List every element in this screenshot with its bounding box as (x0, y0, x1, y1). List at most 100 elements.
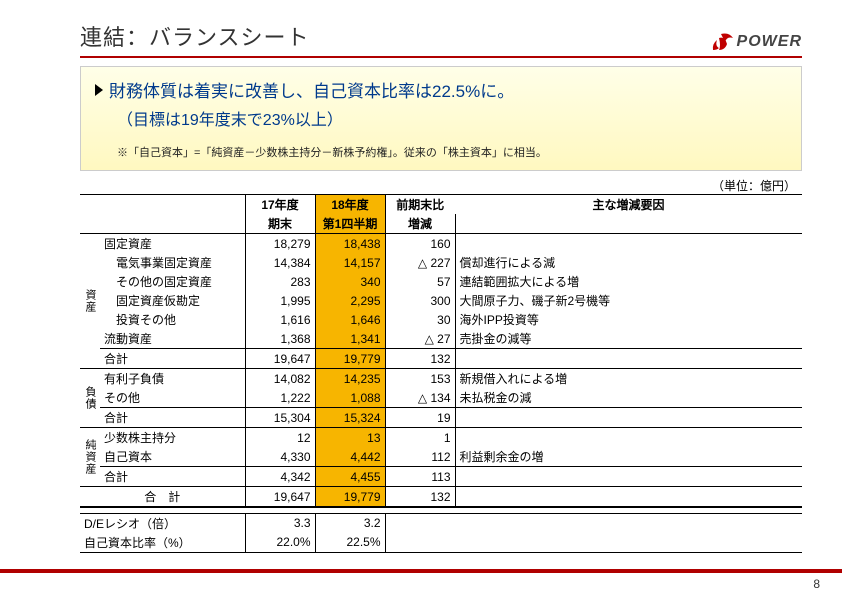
table-row: その他1,2221,088△ 134未払税金の減 (80, 388, 802, 408)
callout-box: 財務体質は着実に改善し、自己資本比率は22.5%に。 （目標は19年度末で23%… (80, 66, 802, 171)
col-note-head: 主な増減要因 (455, 195, 802, 215)
value-prev: 14,384 (245, 253, 315, 272)
value-diff: 57 (385, 272, 455, 291)
table-row: 合計15,30415,32419 (80, 408, 802, 428)
ratio-row: 自己資本比率（%）22.0%22.5% (80, 533, 802, 553)
value-diff: 112 (385, 447, 455, 467)
row-label: 電気事業固定資産 (100, 253, 245, 272)
col-diff-sub: 増減 (385, 214, 455, 234)
value-diff: 30 (385, 310, 455, 329)
col-sub2: 第1四半期 (315, 214, 385, 234)
table-row: 電気事業固定資産14,38414,157△ 227償却進行による減 (80, 253, 802, 272)
value-current: 1,646 (315, 310, 385, 329)
value-current: 1,341 (315, 329, 385, 349)
footer-rule (0, 569, 842, 573)
value-current: 19,779 (315, 349, 385, 369)
value-diff: 132 (385, 349, 455, 369)
callout-line1: 財務体質は着実に改善し、自己資本比率は22.5%に。 (109, 82, 514, 101)
row-label: 自己資本比率（%） (80, 533, 245, 553)
row-note (455, 234, 802, 254)
value-diff: 160 (385, 234, 455, 254)
table-row: 固定資産仮勘定1,9952,295300大間原子力、磯子新2号機等 (80, 291, 802, 310)
table-row: 純資産少数株主持分12131 (80, 428, 802, 448)
page-title: 連結：バランスシート (80, 20, 310, 52)
row-note: 売掛金の減等 (455, 329, 802, 349)
logo-j-icon (711, 32, 735, 52)
value-current: 2,295 (315, 291, 385, 310)
callout-line2: （目標は19年度末で23%以上） (95, 106, 787, 130)
row-note (455, 408, 802, 428)
row-label: 合計 (100, 349, 245, 369)
unit-label: （単位：億円） (80, 177, 796, 194)
value-diff: △ 227 (385, 253, 455, 272)
table-row: 流動資産1,3681,341△ 27売掛金の減等 (80, 329, 802, 349)
ratio-row: D/Eレシオ（倍）3.33.2 (80, 513, 802, 533)
logo-text: POWER (737, 33, 802, 51)
col-diff-head: 前期末比 (385, 195, 455, 215)
row-label: 合計 (100, 408, 245, 428)
row-label: 合計 (100, 467, 245, 487)
balance-sheet-table: 17年度 18年度 前期末比 主な増減要因 期末 第1四半期 増減 資産固定資産… (80, 194, 802, 553)
table-row: その他の固定資産28334057連結範囲拡大による増 (80, 272, 802, 291)
row-label: 自己資本 (100, 447, 245, 467)
row-label: その他 (100, 388, 245, 408)
row-note: 新規借入れによる増 (455, 369, 802, 389)
row-label: 有利子負債 (100, 369, 245, 389)
row-note (455, 349, 802, 369)
value-prev: 1,368 (245, 329, 315, 349)
table-row: 資産固定資産18,27918,438160 (80, 234, 802, 254)
value-prev: 12 (245, 428, 315, 448)
logo: POWER (711, 32, 802, 52)
value-current: 13 (315, 428, 385, 448)
col-year2: 18年度 (315, 195, 385, 215)
table-row: 合計4,3424,455113 (80, 467, 802, 487)
table-row: 負債有利子負債14,08214,235153新規借入れによる増 (80, 369, 802, 389)
row-note: 連結範囲拡大による増 (455, 272, 802, 291)
callout-note: ※「自己資本」=「純資産－少数株主持分－新株予約権」。従来の「株主資本」に相当。 (95, 144, 787, 160)
col-sub1: 期末 (245, 214, 315, 234)
category-label: 資産 (80, 234, 100, 369)
row-note: 大間原子力、磯子新2号機等 (455, 291, 802, 310)
category-label: 負債 (80, 369, 100, 428)
row-note: 未払税金の減 (455, 388, 802, 408)
value-diff: 300 (385, 291, 455, 310)
value-prev: 14,082 (245, 369, 315, 389)
row-label: 投資その他 (100, 310, 245, 329)
value-current: 1,088 (315, 388, 385, 408)
value-current: 14,157 (315, 253, 385, 272)
row-label: 少数株主持分 (100, 428, 245, 448)
value-current: 15,324 (315, 408, 385, 428)
row-note: 利益剰余金の増 (455, 447, 802, 467)
value-diff: 153 (385, 369, 455, 389)
row-label: 固定資産 (100, 234, 245, 254)
value-current: 14,235 (315, 369, 385, 389)
value-prev: 15,304 (245, 408, 315, 428)
bullet-arrow-icon (95, 84, 103, 96)
row-label: 流動資産 (100, 329, 245, 349)
row-note: 償却進行による減 (455, 253, 802, 272)
value-prev: 19,647 (245, 349, 315, 369)
value-prev: 1,616 (245, 310, 315, 329)
value-prev: 1,222 (245, 388, 315, 408)
table-row: 合計19,64719,779132 (80, 349, 802, 369)
value-current: 340 (315, 272, 385, 291)
value-prev: 18,279 (245, 234, 315, 254)
row-label: 固定資産仮勘定 (100, 291, 245, 310)
value-diff: △ 27 (385, 329, 455, 349)
value-diff: 1 (385, 428, 455, 448)
table-row: 自己資本4,3304,442112利益剰余金の増 (80, 447, 802, 467)
row-label: D/Eレシオ（倍） (80, 513, 245, 533)
value-prev: 4,330 (245, 447, 315, 467)
row-note (455, 467, 802, 487)
table-row: 投資その他1,6161,64630海外IPP投資等 (80, 310, 802, 329)
category-label: 純資産 (80, 428, 100, 487)
value-prev: 283 (245, 272, 315, 291)
value-prev: 1,995 (245, 291, 315, 310)
value-diff: 113 (385, 467, 455, 487)
value-current: 4,455 (315, 467, 385, 487)
row-note: 海外IPP投資等 (455, 310, 802, 329)
page-number: 8 (813, 577, 820, 591)
value-prev: 4,342 (245, 467, 315, 487)
col-year1: 17年度 (245, 195, 315, 215)
value-diff: △ 134 (385, 388, 455, 408)
